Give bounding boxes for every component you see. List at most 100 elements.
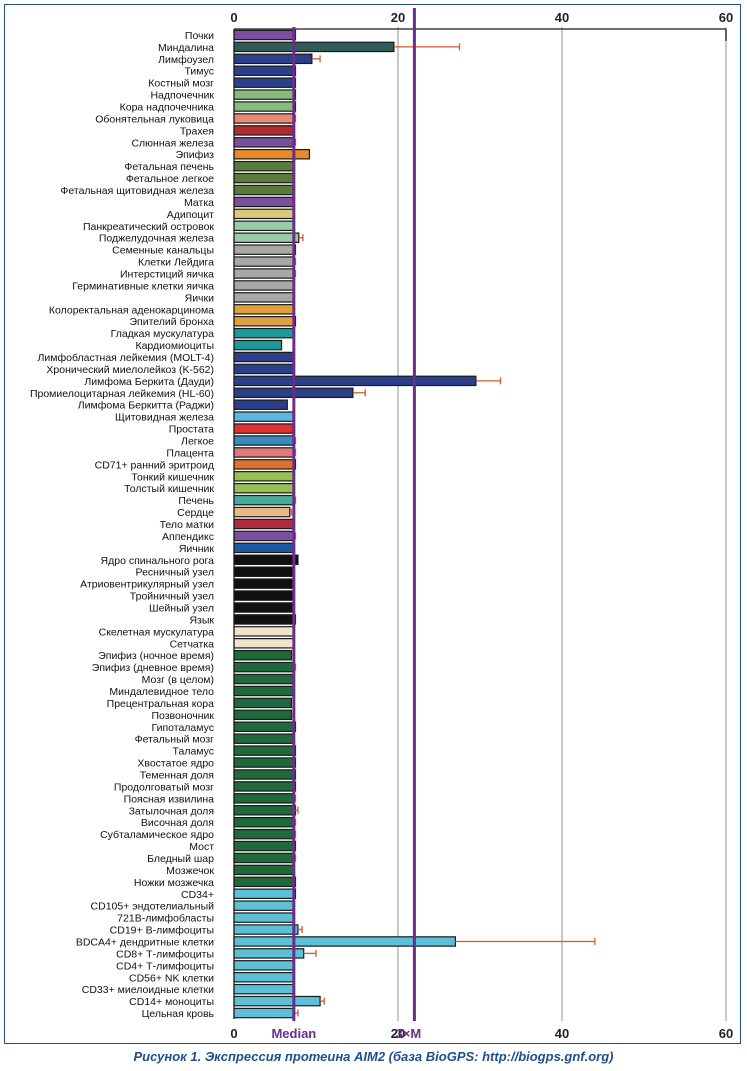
x-tick-label-top: 40 — [555, 10, 569, 25]
bar — [233, 936, 456, 947]
bar — [233, 232, 300, 243]
category-label: Сетчатка — [170, 638, 215, 650]
category-label: Простата — [169, 424, 214, 436]
category-label: Мозг (в целом) — [142, 674, 214, 686]
bar — [233, 995, 321, 1007]
threshold-label: 3×M — [396, 1026, 422, 1041]
bar — [233, 399, 288, 410]
category-label: CD71+ ранний эритроид — [95, 459, 214, 471]
bar — [233, 435, 295, 446]
category-label: Мозжечок — [166, 865, 214, 877]
category-label: Лимфобластная лейкемия (MOLT-4) — [38, 352, 214, 364]
category-label: Интерстиций яичка — [120, 269, 214, 281]
bar — [233, 530, 295, 542]
bar — [233, 649, 293, 661]
bar — [233, 351, 295, 363]
bar — [233, 888, 297, 900]
bar — [233, 697, 293, 709]
category-label: Фетальная щитовидная железа — [60, 185, 214, 197]
category-label: Гладкая мускулатура — [111, 328, 215, 340]
bar — [233, 554, 299, 566]
x-tick-label-bottom: 40 — [555, 1026, 569, 1041]
category-label: Эпифиз (ночное время) — [98, 650, 214, 662]
x-tick-label-top: 60 — [719, 10, 733, 25]
bar — [233, 148, 311, 160]
bar — [233, 566, 295, 577]
category-label: Лимфома Беркита (Дауди) — [84, 376, 214, 388]
bar — [233, 41, 395, 53]
category-label: CD8+ Т-лимфоциты — [116, 948, 214, 960]
median-label: Median — [271, 1026, 316, 1041]
bar — [233, 685, 295, 697]
bar — [233, 578, 295, 589]
category-label: Миндалевидное тело — [109, 686, 214, 698]
bar — [233, 327, 295, 339]
category-label: Трахея — [180, 125, 214, 137]
bar — [233, 733, 295, 744]
bar — [233, 745, 297, 756]
category-label: Эпителий бронха — [129, 316, 214, 328]
category-label: Толстый кишечник — [124, 483, 214, 495]
bar — [233, 924, 299, 935]
category-label: Затылочная доля — [129, 805, 214, 817]
category-label: Промиелоцитарная лейкемия (HL-60) — [30, 388, 214, 400]
bar — [233, 53, 313, 65]
category-label: Скелетная мускулатура — [99, 626, 215, 638]
category-label: Печень — [178, 495, 214, 507]
category-label: Сердце — [177, 507, 214, 519]
x-tick-label-top: 20 — [391, 10, 405, 25]
bar — [233, 184, 295, 196]
category-label: Фетальный мозг — [135, 734, 214, 746]
category-label: Щитовидная железа — [115, 412, 214, 424]
category-label: Эпифиз — [176, 149, 215, 161]
category-label: Кора надпочечника — [120, 102, 215, 114]
category-label: Теменная доля — [140, 769, 214, 781]
bar — [233, 960, 295, 971]
category-label: Клетки Лейдига — [138, 257, 214, 269]
bar — [233, 864, 295, 876]
category-label: Тройничный узел — [130, 591, 214, 603]
category-label: Лимфома Беркитта (Раджи) — [78, 400, 214, 412]
bar — [233, 506, 291, 518]
bar — [233, 447, 295, 458]
category-label: Поджелудочная железа — [99, 233, 214, 245]
category-label: Субталамическое ядро — [100, 829, 214, 841]
bar — [233, 542, 295, 554]
category-label: Миндалина — [158, 42, 214, 54]
bar — [233, 220, 295, 232]
category-label: Плацента — [166, 447, 214, 459]
bar — [233, 471, 295, 482]
category-label: Тонкий кишечник — [131, 471, 214, 483]
category-label: Язык — [189, 614, 214, 626]
bar — [233, 840, 297, 852]
category-label: Костный мозг — [148, 78, 214, 90]
bar — [233, 292, 295, 303]
bar — [233, 793, 295, 804]
bar — [233, 709, 293, 721]
category-label: Гипоталамус — [152, 722, 214, 734]
category-label: Ножки мозжечка — [134, 877, 214, 889]
category-label: Семенные канальцы — [112, 245, 214, 257]
category-label: Панкреатический островок — [83, 221, 214, 233]
category-label: Адипоцит — [167, 209, 214, 221]
bar — [233, 494, 295, 506]
category-label: Продолговатый мозг — [114, 781, 214, 793]
bar — [233, 757, 297, 768]
category-label: Тело матки — [160, 519, 215, 531]
bar — [233, 160, 295, 172]
category-label: Матка — [184, 197, 214, 209]
category-label: Атриовентрикулярный узел — [80, 579, 214, 591]
category-label: Хвостатое ядро — [137, 758, 214, 770]
figure-frame — [4, 4, 741, 1044]
category-label: Тимус — [184, 66, 214, 78]
bar — [233, 339, 283, 351]
bar — [233, 65, 297, 76]
bar — [233, 1007, 295, 1019]
bar — [233, 244, 297, 255]
bar — [233, 602, 295, 613]
bar — [233, 363, 295, 375]
category-label: Позвоночник — [151, 710, 214, 722]
bar — [233, 828, 295, 840]
category-label: Почки — [185, 30, 214, 42]
category-label: Легкое — [181, 436, 214, 448]
